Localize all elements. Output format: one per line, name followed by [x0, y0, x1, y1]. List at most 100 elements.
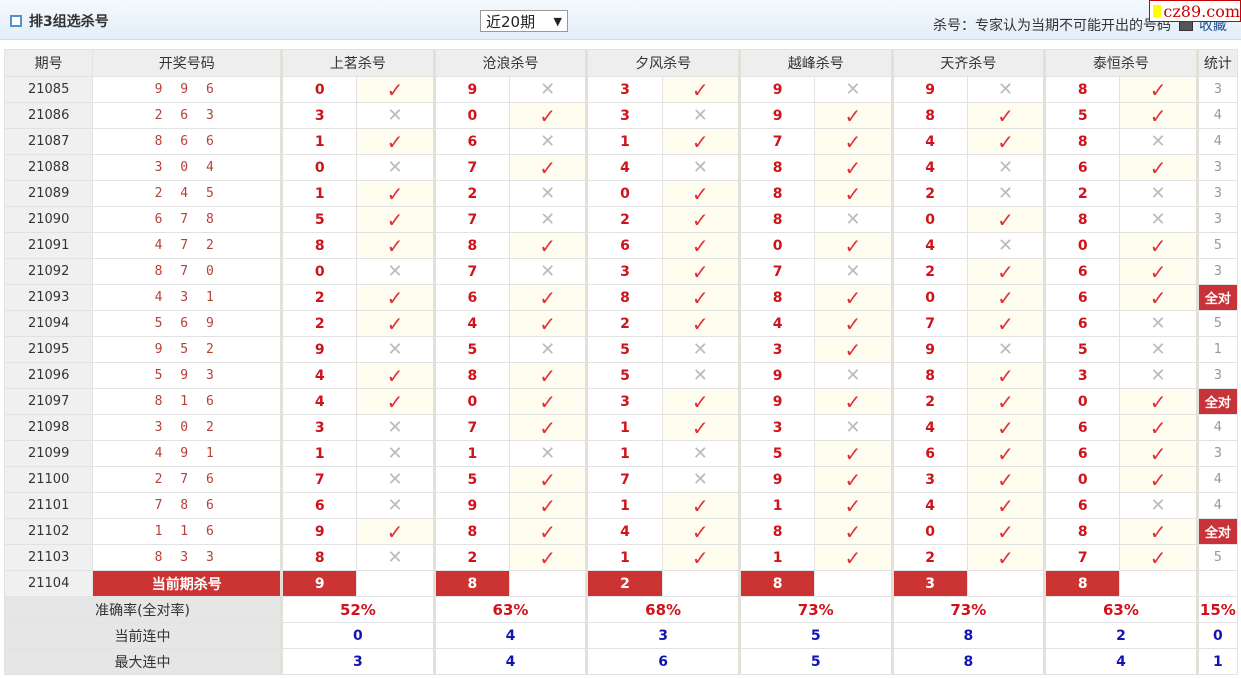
kill-number-cell: 0 [1043, 388, 1121, 415]
check-icon: ✓ [356, 206, 435, 233]
table-row: 21098 3 0 2 3 ✕ 7 ✓ 1 ✓ 3 ✕ 4 ✓ 6 ✓ 4 [3, 414, 1239, 441]
kill-number-cell: 2 [280, 310, 358, 337]
check-icon: ✓ [661, 258, 740, 285]
summary-value: 52% [280, 596, 435, 623]
check-icon: ✓ [356, 180, 435, 207]
period-cell: 21089 [3, 180, 94, 207]
cross-icon: ✕ [508, 76, 588, 103]
check-icon: ✓ [508, 154, 588, 181]
table-row: 21100 2 7 6 7 ✕ 5 ✓ 7 ✕ 9 ✓ 3 ✓ 0 ✓ 4 [3, 466, 1239, 493]
check-icon: ✓ [814, 388, 893, 415]
header-expert: 泰恒杀号 [1043, 49, 1198, 77]
kill-number-cell: 6 [1043, 154, 1121, 181]
kill-number-cell: 8 [737, 518, 816, 545]
empty-cell [356, 570, 435, 597]
header-expert: 上茗杀号 [280, 49, 435, 77]
check-icon: ✓ [814, 492, 893, 519]
kill-number-cell: 0 [280, 258, 358, 285]
check-icon: ✓ [356, 310, 435, 337]
draw-number-cell: 4 3 1 [92, 284, 283, 311]
period-cell: 21086 [3, 102, 94, 129]
table-row: 21094 5 6 9 2 ✓ 4 ✓ 2 ✓ 4 ✓ 7 ✓ 6 ✕ 5 [3, 310, 1239, 337]
dropdown-arrow-icon: ▼ [553, 14, 562, 28]
check-icon: ✓ [356, 284, 435, 311]
check-icon: ✓ [356, 518, 435, 545]
table-row: 21088 3 0 4 0 ✕ 7 ✓ 4 ✕ 8 ✓ 4 ✕ 6 ✓ 3 [3, 154, 1239, 181]
period-select[interactable]: 近20期 ▼ [480, 10, 568, 32]
kill-number-cell: 9 [737, 362, 816, 389]
summary-label: 最大连中 [3, 648, 283, 675]
cross-icon: ✕ [508, 258, 588, 285]
favorite-link[interactable]: 收藏 [1199, 18, 1227, 34]
kill-number-cell: 5 [432, 336, 511, 363]
kill-number-cell: 9 [737, 466, 816, 493]
kill-number-cell: 0 [432, 102, 511, 129]
cross-icon: ✕ [356, 154, 435, 181]
check-icon: ✓ [814, 336, 893, 363]
check-icon: ✓ [508, 388, 588, 415]
check-icon: ✓ [814, 284, 893, 311]
draw-number-cell: 5 6 9 [92, 310, 283, 337]
kill-number-cell: 9 [280, 336, 358, 363]
check-icon: ✓ [814, 518, 893, 545]
period-cell: 21093 [3, 284, 94, 311]
kill-number-cell: 0 [890, 206, 968, 233]
current-kill-cell: 2 [585, 570, 663, 597]
check-icon: ✓ [966, 388, 1046, 415]
kill-number-cell: 7 [432, 154, 511, 181]
check-icon: ✓ [814, 128, 893, 155]
cross-icon: ✕ [661, 336, 740, 363]
kill-number-cell: 8 [1043, 206, 1121, 233]
stat-cell: 3 [1195, 154, 1239, 181]
kill-number-cell: 8 [280, 232, 358, 259]
kill-number-cell: 4 [890, 154, 968, 181]
table-row: 21096 5 9 3 4 ✓ 8 ✓ 5 ✕ 9 ✕ 8 ✓ 3 ✕ 3 [3, 362, 1239, 389]
check-icon: ✓ [1119, 388, 1198, 415]
table-row: 21090 6 7 8 5 ✓ 7 ✕ 2 ✓ 8 ✕ 0 ✓ 8 ✕ 3 [3, 206, 1239, 233]
check-icon: ✓ [966, 544, 1046, 571]
cross-icon: ✕ [661, 440, 740, 467]
header-expert: 夕风杀号 [585, 49, 740, 77]
table-row: 21099 4 9 1 1 ✕ 1 ✕ 1 ✕ 5 ✓ 6 ✓ 6 ✓ 3 [3, 440, 1239, 467]
stat-cell: 1 [1195, 336, 1239, 363]
check-icon: ✓ [356, 232, 435, 259]
kill-number-cell: 4 [890, 414, 968, 441]
kill-number-cell: 2 [585, 206, 663, 233]
kill-number-cell: 1 [280, 440, 358, 467]
check-icon: ✓ [1119, 466, 1198, 493]
kill-number-cell: 1 [280, 180, 358, 207]
check-icon: ✓ [1119, 414, 1198, 441]
kill-number-cell: 2 [890, 258, 968, 285]
kill-number-cell: 5 [737, 440, 816, 467]
summary-value: 0 [280, 622, 435, 649]
kill-number-cell: 1 [280, 128, 358, 155]
table-row: 21086 2 6 3 3 ✕ 0 ✓ 3 ✕ 9 ✓ 8 ✓ 5 ✓ 4 [3, 102, 1239, 129]
table-row: 21103 8 3 3 8 ✕ 2 ✓ 1 ✓ 1 ✓ 2 ✓ 7 ✓ 5 [3, 544, 1239, 571]
cross-icon: ✕ [814, 258, 893, 285]
summary-value: 6 [585, 648, 740, 675]
cross-icon: ✕ [1119, 180, 1198, 207]
stat-cell: 5 [1195, 310, 1239, 337]
kill-number-cell: 3 [585, 76, 663, 103]
check-icon: ✓ [814, 232, 893, 259]
kill-number-cell: 4 [280, 388, 358, 415]
kill-number-cell: 2 [432, 544, 511, 571]
cross-icon: ✕ [508, 180, 588, 207]
kill-number-cell: 8 [737, 284, 816, 311]
period-cell: 21101 [3, 492, 94, 519]
summary-value: 63% [432, 596, 588, 623]
table-row: 21093 4 3 1 2 ✓ 6 ✓ 8 ✓ 8 ✓ 0 ✓ 6 ✓ 全对 [3, 284, 1239, 311]
check-icon: ✓ [508, 492, 588, 519]
kill-number-cell: 8 [737, 154, 816, 181]
logo-text: cz89.com [1163, 1, 1240, 21]
stat-cell: 5 [1195, 232, 1239, 259]
stat-cell: 全对 [1195, 518, 1239, 545]
check-icon: ✓ [661, 414, 740, 441]
stat-cell: 4 [1195, 466, 1239, 493]
kill-number-cell: 0 [737, 232, 816, 259]
kill-number-cell: 3 [1043, 362, 1121, 389]
check-icon: ✓ [966, 284, 1046, 311]
cross-icon: ✕ [356, 440, 435, 467]
summary-value: 73% [737, 596, 893, 623]
summary-value: 63% [1043, 596, 1198, 623]
